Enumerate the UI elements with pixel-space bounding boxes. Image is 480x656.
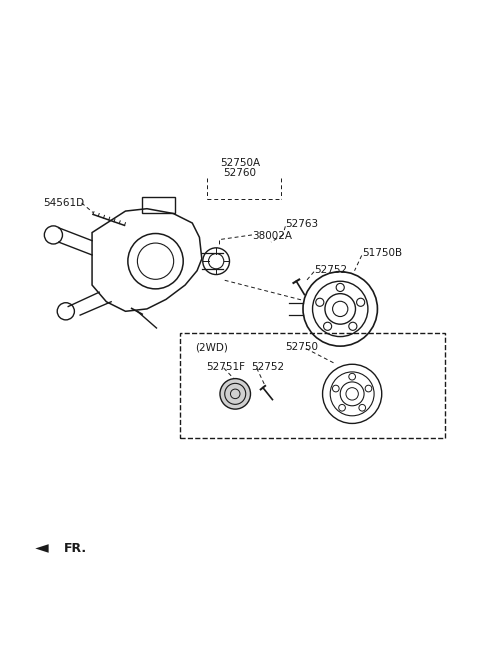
Text: (2WD): (2WD) [195, 342, 228, 352]
Text: 51750B: 51750B [362, 247, 402, 258]
Polygon shape [35, 544, 48, 553]
Text: 52760: 52760 [224, 168, 256, 178]
Text: 52752: 52752 [251, 362, 284, 372]
Text: 54561D: 54561D [43, 198, 84, 208]
Text: 38002A: 38002A [252, 231, 292, 241]
Text: 52752: 52752 [314, 265, 347, 275]
Text: 52750A: 52750A [220, 158, 260, 169]
Circle shape [220, 379, 251, 409]
Text: 52751F: 52751F [206, 362, 246, 372]
Text: FR.: FR. [63, 542, 86, 555]
Text: 52750: 52750 [285, 342, 318, 352]
Text: 52763: 52763 [285, 219, 318, 229]
